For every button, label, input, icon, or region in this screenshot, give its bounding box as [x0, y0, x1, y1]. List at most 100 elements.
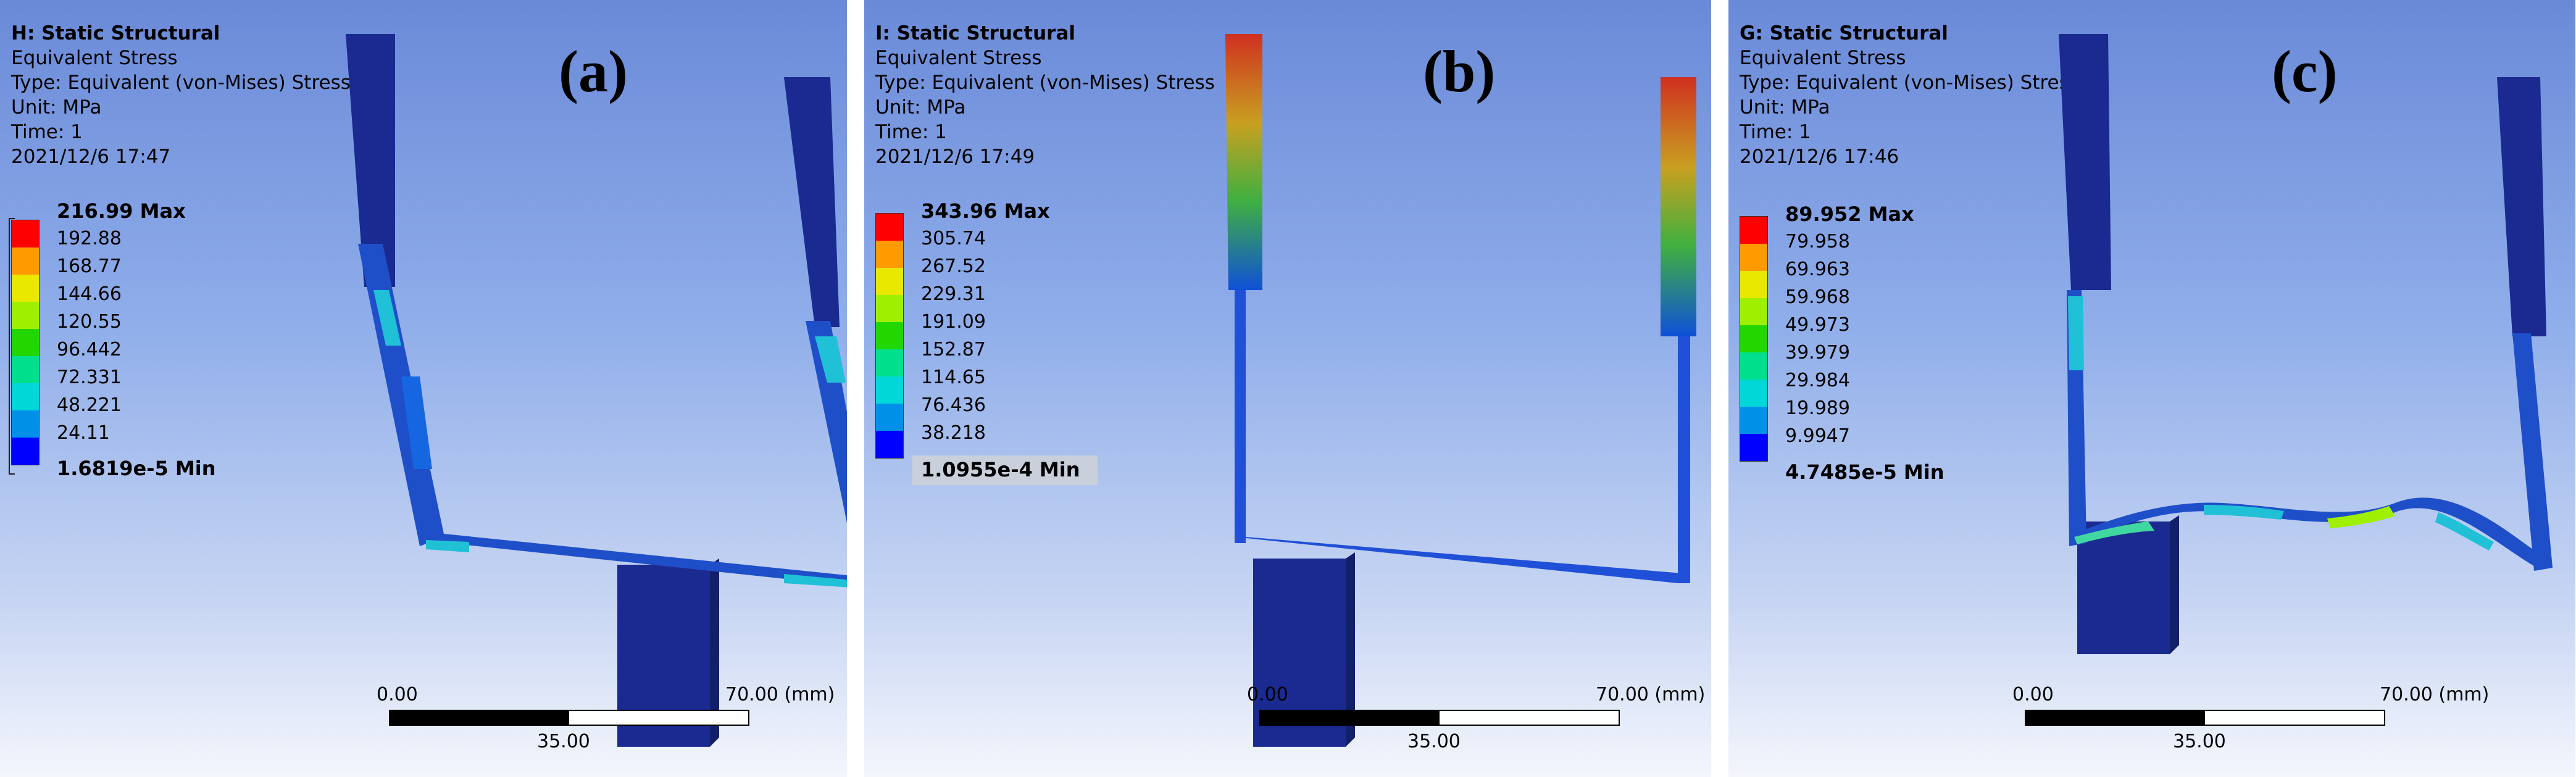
legend-swatch [12, 438, 39, 465]
legend-color-bar [875, 213, 904, 459]
scale-start-label: 0.00 [2012, 684, 2054, 705]
legend-swatch [1740, 244, 1767, 271]
legend-swatch [876, 404, 903, 431]
legend-label: 168.77 [57, 256, 122, 277]
legend-max-label: 216.99 Max [57, 199, 186, 223]
result-unit: Unit: MPa [11, 96, 102, 118]
legend-label: 24.11 [57, 422, 110, 444]
legend-swatch [876, 295, 903, 322]
scale-start-label: 0.00 [377, 684, 418, 705]
support-block [1253, 559, 1346, 747]
legend-color-bar [1740, 216, 1768, 462]
support-block [2077, 521, 2170, 654]
legend-label: 120.55 [57, 311, 122, 333]
legend-label: 69.963 [1785, 259, 1850, 280]
right-grip [784, 77, 840, 327]
legend-swatch [1740, 298, 1767, 325]
legend-label: 76.436 [921, 394, 986, 416]
legend-swatch [12, 356, 39, 383]
right-arm [1678, 336, 1690, 583]
legend-swatch [1740, 434, 1767, 461]
stress-zone [2068, 296, 2084, 370]
legend-swatch [12, 383, 39, 410]
scale-bar [389, 710, 749, 726]
result-type: Type: Equivalent (von-Mises) Stress [11, 72, 351, 94]
stress-zone [784, 574, 847, 588]
scale-mid-label: 35.00 [1407, 731, 1461, 752]
legend-swatch [12, 329, 39, 356]
scale-mid-label: 35.00 [2173, 731, 2226, 752]
legend-label: 114.65 [921, 367, 986, 388]
right-grip [1661, 77, 1696, 336]
stress-zone [373, 290, 401, 346]
legend-label: 191.09 [921, 311, 986, 333]
panel-a: H: Static Structural Equivalent Stress T… [0, 0, 847, 777]
left-grip [1225, 34, 1262, 290]
right-arm [2512, 333, 2553, 571]
legend-swatch [1740, 271, 1767, 298]
result-unit: Unit: MPa [875, 96, 966, 118]
legend-label: 59.968 [1785, 286, 1850, 308]
legend-swatch [1740, 325, 1767, 352]
panel-b: I: Static Structural Equivalent Stress T… [864, 0, 1711, 777]
legend-label: 152.87 [921, 339, 986, 360]
support-block-side [1346, 552, 1355, 747]
legend-label: 267.52 [921, 256, 986, 277]
legend-label: 19.989 [1785, 397, 1850, 419]
legend-label: 79.958 [1785, 231, 1850, 252]
scale-bar [1259, 710, 1620, 726]
stress-zone [2435, 512, 2494, 551]
legend-label: 49.973 [1785, 314, 1850, 336]
result-time: Time: 1 [11, 121, 83, 143]
result-date: 2021/12/6 17:49 [875, 146, 1035, 168]
legend-swatch [12, 220, 39, 247]
legend-swatch [1740, 217, 1767, 244]
stress-zone [2204, 505, 2284, 520]
analysis-title: H: Static Structural [11, 22, 220, 44]
stress-zone [401, 376, 432, 469]
legend-label: 229.31 [921, 283, 986, 305]
panel-label: (b) [1423, 38, 1496, 104]
result-date: 2021/12/6 17:46 [1740, 146, 1899, 168]
support-block [617, 565, 710, 747]
result-header: H: Static Structural Equivalent Stress T… [11, 21, 351, 169]
panel-c: G: Static Structural Equivalent Stress T… [1728, 0, 2575, 777]
legend-swatch [1740, 407, 1767, 434]
model-view [1225, 34, 1696, 747]
right-grip [2497, 77, 2546, 336]
legend-swatch [876, 349, 903, 376]
result-type: Type: Equivalent (von-Mises) Stress [1740, 72, 2079, 94]
legend-min-label: 1.6819e-5 Min [57, 457, 216, 480]
legend-swatch [876, 431, 903, 458]
legend-swatch [876, 376, 903, 404]
stress-zone [2074, 521, 2154, 544]
result-name: Equivalent Stress [875, 47, 1042, 69]
scale-start-label: 0.00 [1247, 684, 1288, 705]
result-header: G: Static Structural Equivalent Stress T… [1740, 21, 2079, 169]
legend-swatch [876, 268, 903, 295]
result-type: Type: Equivalent (von-Mises) Stress [875, 72, 1215, 94]
legend-label: 29.984 [1785, 370, 1850, 391]
legend-swatch [12, 410, 39, 438]
legend-swatch [1740, 352, 1767, 380]
base-plate [420, 534, 847, 586]
left-grip [2059, 34, 2111, 290]
legend-label: 9.9947 [1785, 425, 1850, 447]
scale-bar-fill [390, 711, 569, 725]
model-view [346, 34, 847, 747]
result-time: Time: 1 [875, 121, 947, 143]
base-plate [1235, 537, 1690, 583]
scale-end-label: 70.00 (mm) [2380, 684, 2490, 705]
analysis-title: I: Static Structural [875, 22, 1076, 44]
legend-label: 38.218 [921, 422, 986, 444]
result-time: Time: 1 [1740, 121, 1811, 143]
left-grip [346, 34, 395, 287]
base-plate [2069, 497, 2549, 568]
result-name: Equivalent Stress [11, 47, 178, 69]
scale-end-label: 70.00 (mm) [725, 684, 835, 705]
legend-max-label: 89.952 Max [1785, 202, 1914, 226]
legend-label: 192.88 [57, 228, 122, 249]
scale-bar-fill [2026, 711, 2205, 725]
legend-swatch [12, 247, 39, 275]
result-name: Equivalent Stress [1740, 47, 1906, 69]
